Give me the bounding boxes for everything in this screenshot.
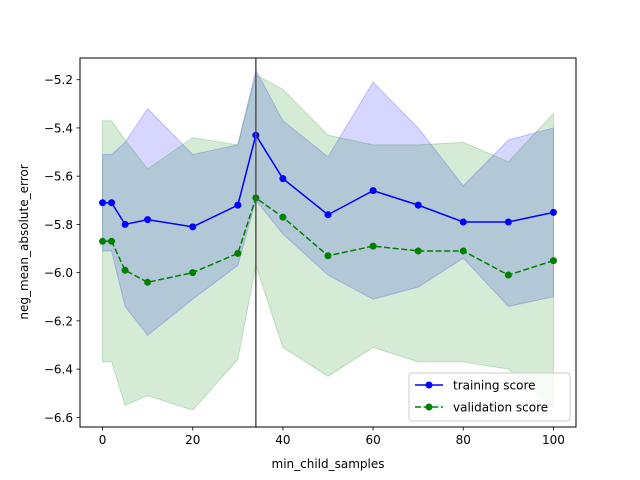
validation-score-point <box>549 257 557 265</box>
y-tick-label: −5.6 <box>44 170 73 184</box>
y-axis-label: neg_mean_absolute_error <box>17 164 31 319</box>
y-tick-label: −6.0 <box>44 266 73 280</box>
y-tick-label: −5.8 <box>44 218 73 232</box>
training-score-point <box>324 211 332 219</box>
y-tick-label: −5.4 <box>44 121 73 135</box>
training-score-point <box>144 216 152 224</box>
validation-score-point <box>234 249 242 257</box>
validation-score-point <box>144 278 152 286</box>
series-markers <box>99 131 557 286</box>
validation-score-point <box>99 237 107 245</box>
training-score-point <box>369 187 377 195</box>
validation-score-line <box>102 196 554 284</box>
validation-score-point <box>414 247 422 255</box>
legend-box <box>408 372 571 422</box>
x-axis-label: min_child_samples <box>272 457 385 471</box>
training-score-point <box>99 199 107 207</box>
y-tick-label: −6.2 <box>44 314 73 328</box>
training-score-point <box>414 201 422 209</box>
training-score-point <box>121 220 129 228</box>
y-tick-label: −5.2 <box>44 73 73 87</box>
training-score-band <box>102 68 554 337</box>
legend: training score validation score <box>408 372 571 422</box>
y-tick-label: −6.6 <box>44 411 73 425</box>
training-score-point <box>459 218 467 226</box>
series-lines <box>102 133 554 284</box>
x-tick-label: 0 <box>99 433 107 447</box>
validation-score-point <box>189 269 197 277</box>
validation-score-point <box>324 252 332 260</box>
x-tick-label: 60 <box>365 433 380 447</box>
training-score-point <box>234 201 242 209</box>
validation-score-point <box>279 213 287 221</box>
training-score-point <box>108 199 116 207</box>
plot-area-frame <box>79 57 577 428</box>
validation-score-point <box>504 271 512 279</box>
training-score-point <box>504 218 512 226</box>
legend-validation-score-marker <box>425 403 433 411</box>
legend-training-score-label: training score <box>453 379 536 393</box>
y-axis-ticks: −6.6 −6.4 −6.2 −6.0 −5.8 −5.6 −5.4 −5.2 <box>44 73 80 425</box>
training-score-point <box>279 175 287 183</box>
y-tick-label: −6.4 <box>44 363 73 377</box>
validation-score-point <box>369 242 377 250</box>
validation-score-point <box>459 247 467 255</box>
training-score-line <box>102 133 554 228</box>
x-axis-ticks: 0 20 40 60 80 100 <box>99 427 565 447</box>
training-score-point <box>189 223 197 231</box>
training-score-point <box>549 208 557 216</box>
legend-validation-score-label: validation score <box>453 401 548 415</box>
validation-score-point <box>108 237 116 245</box>
validation-score-point <box>121 266 129 274</box>
legend-training-score-marker <box>425 381 433 389</box>
x-tick-label: 80 <box>456 433 471 447</box>
x-tick-label: 40 <box>275 433 290 447</box>
x-tick-label: 20 <box>185 433 200 447</box>
confidence-bands <box>102 68 554 411</box>
x-tick-label: 100 <box>542 433 565 447</box>
